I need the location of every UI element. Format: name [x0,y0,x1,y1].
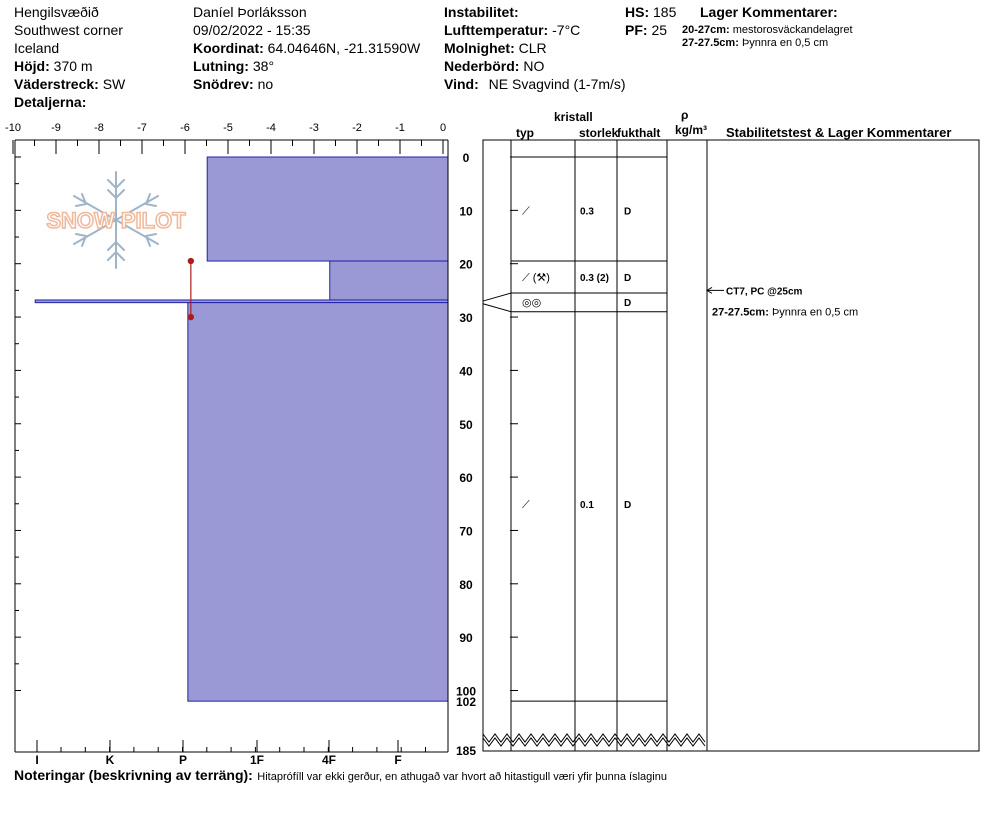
marker-bottom-dot [188,314,194,320]
layer-note-text: Þynnra en 0,5 cm [772,307,858,319]
depth-tick-label: 80 [459,578,473,592]
temp-tick-label: -4 [266,122,276,134]
depth-tick-label: 0 [463,151,470,165]
depth-tick-label: 20 [459,258,473,272]
temp-tick-label: -1 [395,122,405,134]
layer-moisture: D [624,273,631,284]
layer-grain-type: ⟋ [522,205,530,217]
layer-moisture: D [624,298,631,309]
depth-tick-label: 185 [456,744,476,758]
layer-connector [483,304,511,312]
stability-test-label: CT7, PC @25cm [726,286,803,297]
layer-connector [483,293,511,301]
hardness-bar [188,303,448,702]
depth-tick-label: 102 [456,695,476,709]
temp-tick-label: -7 [137,122,147,134]
temp-tick-label: -9 [51,122,61,134]
hardness-tick-label: P [179,753,187,767]
hardness-tick-label: K [106,753,115,767]
table-frame [483,140,979,751]
depth-tick-label: 40 [459,364,473,378]
layer-grain-size: 0.3 (2) [580,273,609,284]
hardness-tick-label: F [394,753,401,767]
notes-text: Hitaprófíll var ekki gerður, en athugað … [257,771,667,783]
depth-tick-label: 50 [459,418,473,432]
temp-tick-label: -8 [94,122,104,134]
depth-tick-label: 30 [459,311,473,325]
notes: Noteringar (beskrivning av terräng): Hit… [14,768,667,784]
hardness-bar [207,157,448,261]
temp-tick-label: -5 [223,122,233,134]
layer-grain-type: ◎◎ [522,297,541,309]
layer-moisture: D [624,206,631,217]
depth-tick-label: 90 [459,631,473,645]
notes-label: Noteringar (beskrivning av terräng): [14,767,253,783]
hardness-tick-label: 1F [250,753,264,767]
layer-grain-type: ⟋ (⚒) [522,272,550,284]
hardness-tick-label: 4F [322,753,336,767]
layer-note: 27-27.5cm: Þynnra en 0,5 cm [712,307,858,319]
hardness-bar [330,261,448,300]
depth-tick-label: 70 [459,524,473,538]
depth-tick-label: 10 [459,204,473,218]
temp-tick-label: -10 [5,122,21,134]
layer-grain-type: ⟋ [522,499,530,511]
temp-tick-label: 0 [440,122,446,134]
temp-tick-label: -2 [352,122,362,134]
layer-grain-size: 0.1 [580,500,594,511]
hardness-tick-label: I [35,753,38,767]
layer-note-range: 27-27.5cm: [712,307,772,319]
marker-top-dot [188,258,194,264]
temp-tick-label: -3 [309,122,319,134]
hardness-layers [35,157,448,701]
layer-moisture: D [624,500,631,511]
depth-tick-label: 60 [459,471,473,485]
layer-table: ⟋ 0.3 D ⟋ (⚒) 0.3 (2) D ◎◎ D ⟋ 0.1 D CT7, PC @25cm 2… [483,140,979,751]
temp-tick-label: -6 [180,122,190,134]
layer-grain-size: 0.3 [580,206,594,217]
